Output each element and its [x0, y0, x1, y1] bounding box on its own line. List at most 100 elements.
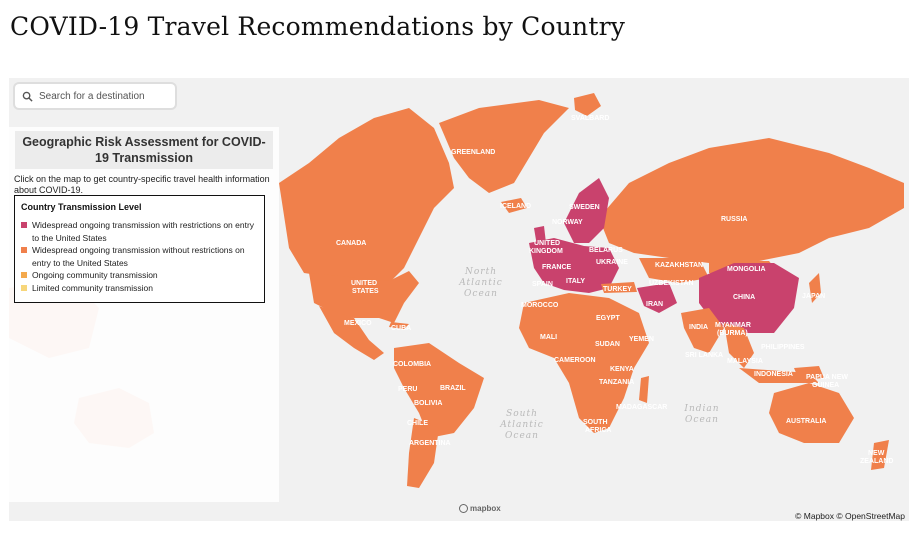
- label-kenya: KENYA: [610, 366, 634, 373]
- label-sri-lanka: SRI LANKA: [685, 352, 723, 359]
- country-madagascar[interactable]: [639, 376, 649, 403]
- label-uzbekistan: UZBEKISTAN: [649, 280, 694, 287]
- legend-swatch: [21, 284, 27, 291]
- label-malaysia: MALAYSIA: [727, 358, 763, 365]
- label-mali: MALI: [540, 334, 557, 341]
- mapbox-logo-icon: [459, 504, 468, 513]
- label-india: INDIA: [689, 324, 708, 331]
- label-italy: ITALY: [566, 278, 585, 285]
- label-iceland: ICELAND: [500, 203, 531, 210]
- legend-swatch: [21, 222, 27, 228]
- label-morocco: MOROCCO: [521, 302, 559, 309]
- country-papua-new-guinea[interactable]: [794, 366, 824, 380]
- label-colombia: COLOMBIA: [393, 361, 431, 368]
- country-iran[interactable]: [637, 283, 677, 313]
- country-new-zealand[interactable]: [871, 440, 889, 470]
- country-iceland[interactable]: [501, 198, 527, 213]
- country-mexico[interactable]: [319, 306, 384, 360]
- country-svalbard[interactable]: [574, 93, 601, 116]
- ocean-label-south-atlantic: South Atlantic Ocean: [499, 409, 544, 441]
- country-brazil[interactable]: [394, 343, 484, 438]
- label-philippines: PHILIPPINES: [761, 344, 805, 351]
- legend-item-widespread: Widespread ongoing transmission without …: [21, 244, 258, 269]
- label-sweden: SWEDEN: [569, 204, 600, 211]
- map-attribution[interactable]: © Mapbox © OpenStreetMap: [795, 511, 905, 521]
- label-united-states: UNITED STATES: [351, 280, 379, 295]
- country-scandinavia[interactable]: [564, 178, 609, 243]
- panel-title: Geographic Risk Assessment for COVID-19 …: [15, 131, 273, 169]
- country-australia[interactable]: [769, 383, 854, 443]
- label-greenland: GREENLAND: [451, 149, 495, 156]
- country-united-states[interactable]: [309, 271, 419, 323]
- mapbox-logo[interactable]: mapbox: [459, 504, 501, 513]
- label-myanmar: MYANMAR (BURMA): [715, 322, 751, 337]
- legend-item-ongoing: Ongoing community transmission: [21, 269, 258, 282]
- legend: Country Transmission Level Widespread on…: [14, 195, 265, 303]
- label-ukraine: UKRAINE: [596, 259, 628, 266]
- label-brazil: BRAZIL: [440, 385, 466, 392]
- country-turkey[interactable]: [601, 282, 637, 293]
- label-iran: IRAN: [646, 301, 663, 308]
- legend-swatch: [21, 247, 27, 253]
- label-papua-new-guinea: PAPUA NEW GUINEA: [806, 374, 848, 389]
- label-yemen: YEMEN: [629, 336, 654, 343]
- label-france: FRANCE: [542, 264, 571, 271]
- label-cameroon: CAMEROON: [554, 357, 596, 364]
- country-united-kingdom[interactable]: [534, 226, 546, 246]
- label-united-kingdom: UNITED KINGDOM: [529, 240, 563, 255]
- label-svalbard: SVALBARD: [571, 115, 609, 122]
- label-kazakhstan: KAZAKHSTAN: [655, 262, 703, 269]
- country-southeast-asia[interactable]: [724, 323, 754, 368]
- country-greenland[interactable]: [439, 100, 569, 193]
- label-chile: CHILE: [407, 420, 428, 427]
- label-canada: CANADA: [336, 240, 366, 247]
- label-turkey: TURKEY: [603, 286, 632, 293]
- label-sudan: SUDAN: [595, 341, 620, 348]
- legend-item-widespread-restricted: Widespread ongoing transmission with res…: [21, 219, 258, 244]
- label-peru: PERU: [398, 386, 417, 393]
- country-africa[interactable]: [519, 293, 649, 433]
- country-russia[interactable]: [599, 138, 904, 263]
- country-kazakhstan[interactable]: [639, 258, 709, 283]
- ocean-label-north-atlantic: North Atlantic Ocean: [458, 267, 503, 299]
- label-bolivia: BOLIVIA: [414, 400, 442, 407]
- legend-swatch: [21, 272, 27, 278]
- country-cuba[interactable]: [389, 322, 409, 329]
- legend-label: Limited community transmission: [32, 282, 153, 293]
- search-input[interactable]: [39, 90, 164, 102]
- label-south-africa: SOUTH AFRICA: [583, 419, 611, 434]
- label-belarus: BELARUS: [589, 247, 623, 254]
- legend-label: Widespread ongoing transmission without …: [32, 245, 245, 268]
- info-panel: Geographic Risk Assessment for COVID-19 …: [9, 127, 279, 502]
- country-argentina[interactable]: [407, 418, 439, 488]
- country-europe-west[interactable]: [529, 238, 619, 293]
- country-india[interactable]: [681, 308, 724, 353]
- label-mongolia: MONGOLIA: [727, 266, 766, 273]
- label-egypt: EGYPT: [596, 315, 620, 322]
- label-russia: RUSSIA: [721, 216, 747, 223]
- label-indonesia: INDONESIA: [754, 371, 793, 378]
- legend-item-limited: Limited community transmission: [21, 282, 258, 295]
- panel-description: Click on the map to get country-specific…: [14, 174, 270, 195]
- label-spain: SPAIN: [532, 281, 553, 288]
- label-new-zealand: NEW ZEALAND: [860, 450, 893, 465]
- label-australia: AUSTRALIA: [786, 418, 826, 425]
- label-japan: JAPAN: [802, 293, 825, 300]
- label-norway: NORWAY: [552, 219, 583, 226]
- mapbox-logo-text: mapbox: [470, 504, 501, 513]
- search-icon: [22, 91, 33, 102]
- label-tanzania: TANZANIA: [599, 379, 634, 386]
- country-japan[interactable]: [809, 273, 821, 303]
- country-china[interactable]: [699, 263, 799, 333]
- ocean-label-indian: Indian Ocean: [683, 404, 719, 425]
- label-china: CHINA: [733, 294, 755, 301]
- label-madagascar: MADAGASCAR: [616, 404, 667, 411]
- label-argentina: ARGENTINA: [409, 440, 451, 447]
- legend-title: Country Transmission Level: [21, 202, 142, 212]
- search-box[interactable]: [15, 84, 175, 108]
- label-cuba: CUBA: [391, 325, 411, 332]
- legend-label: Widespread ongoing transmission with res…: [32, 220, 255, 243]
- country-canada[interactable]: [279, 108, 454, 283]
- label-mexico: MEXICO: [344, 320, 372, 327]
- legend-label: Ongoing community transmission: [32, 270, 158, 280]
